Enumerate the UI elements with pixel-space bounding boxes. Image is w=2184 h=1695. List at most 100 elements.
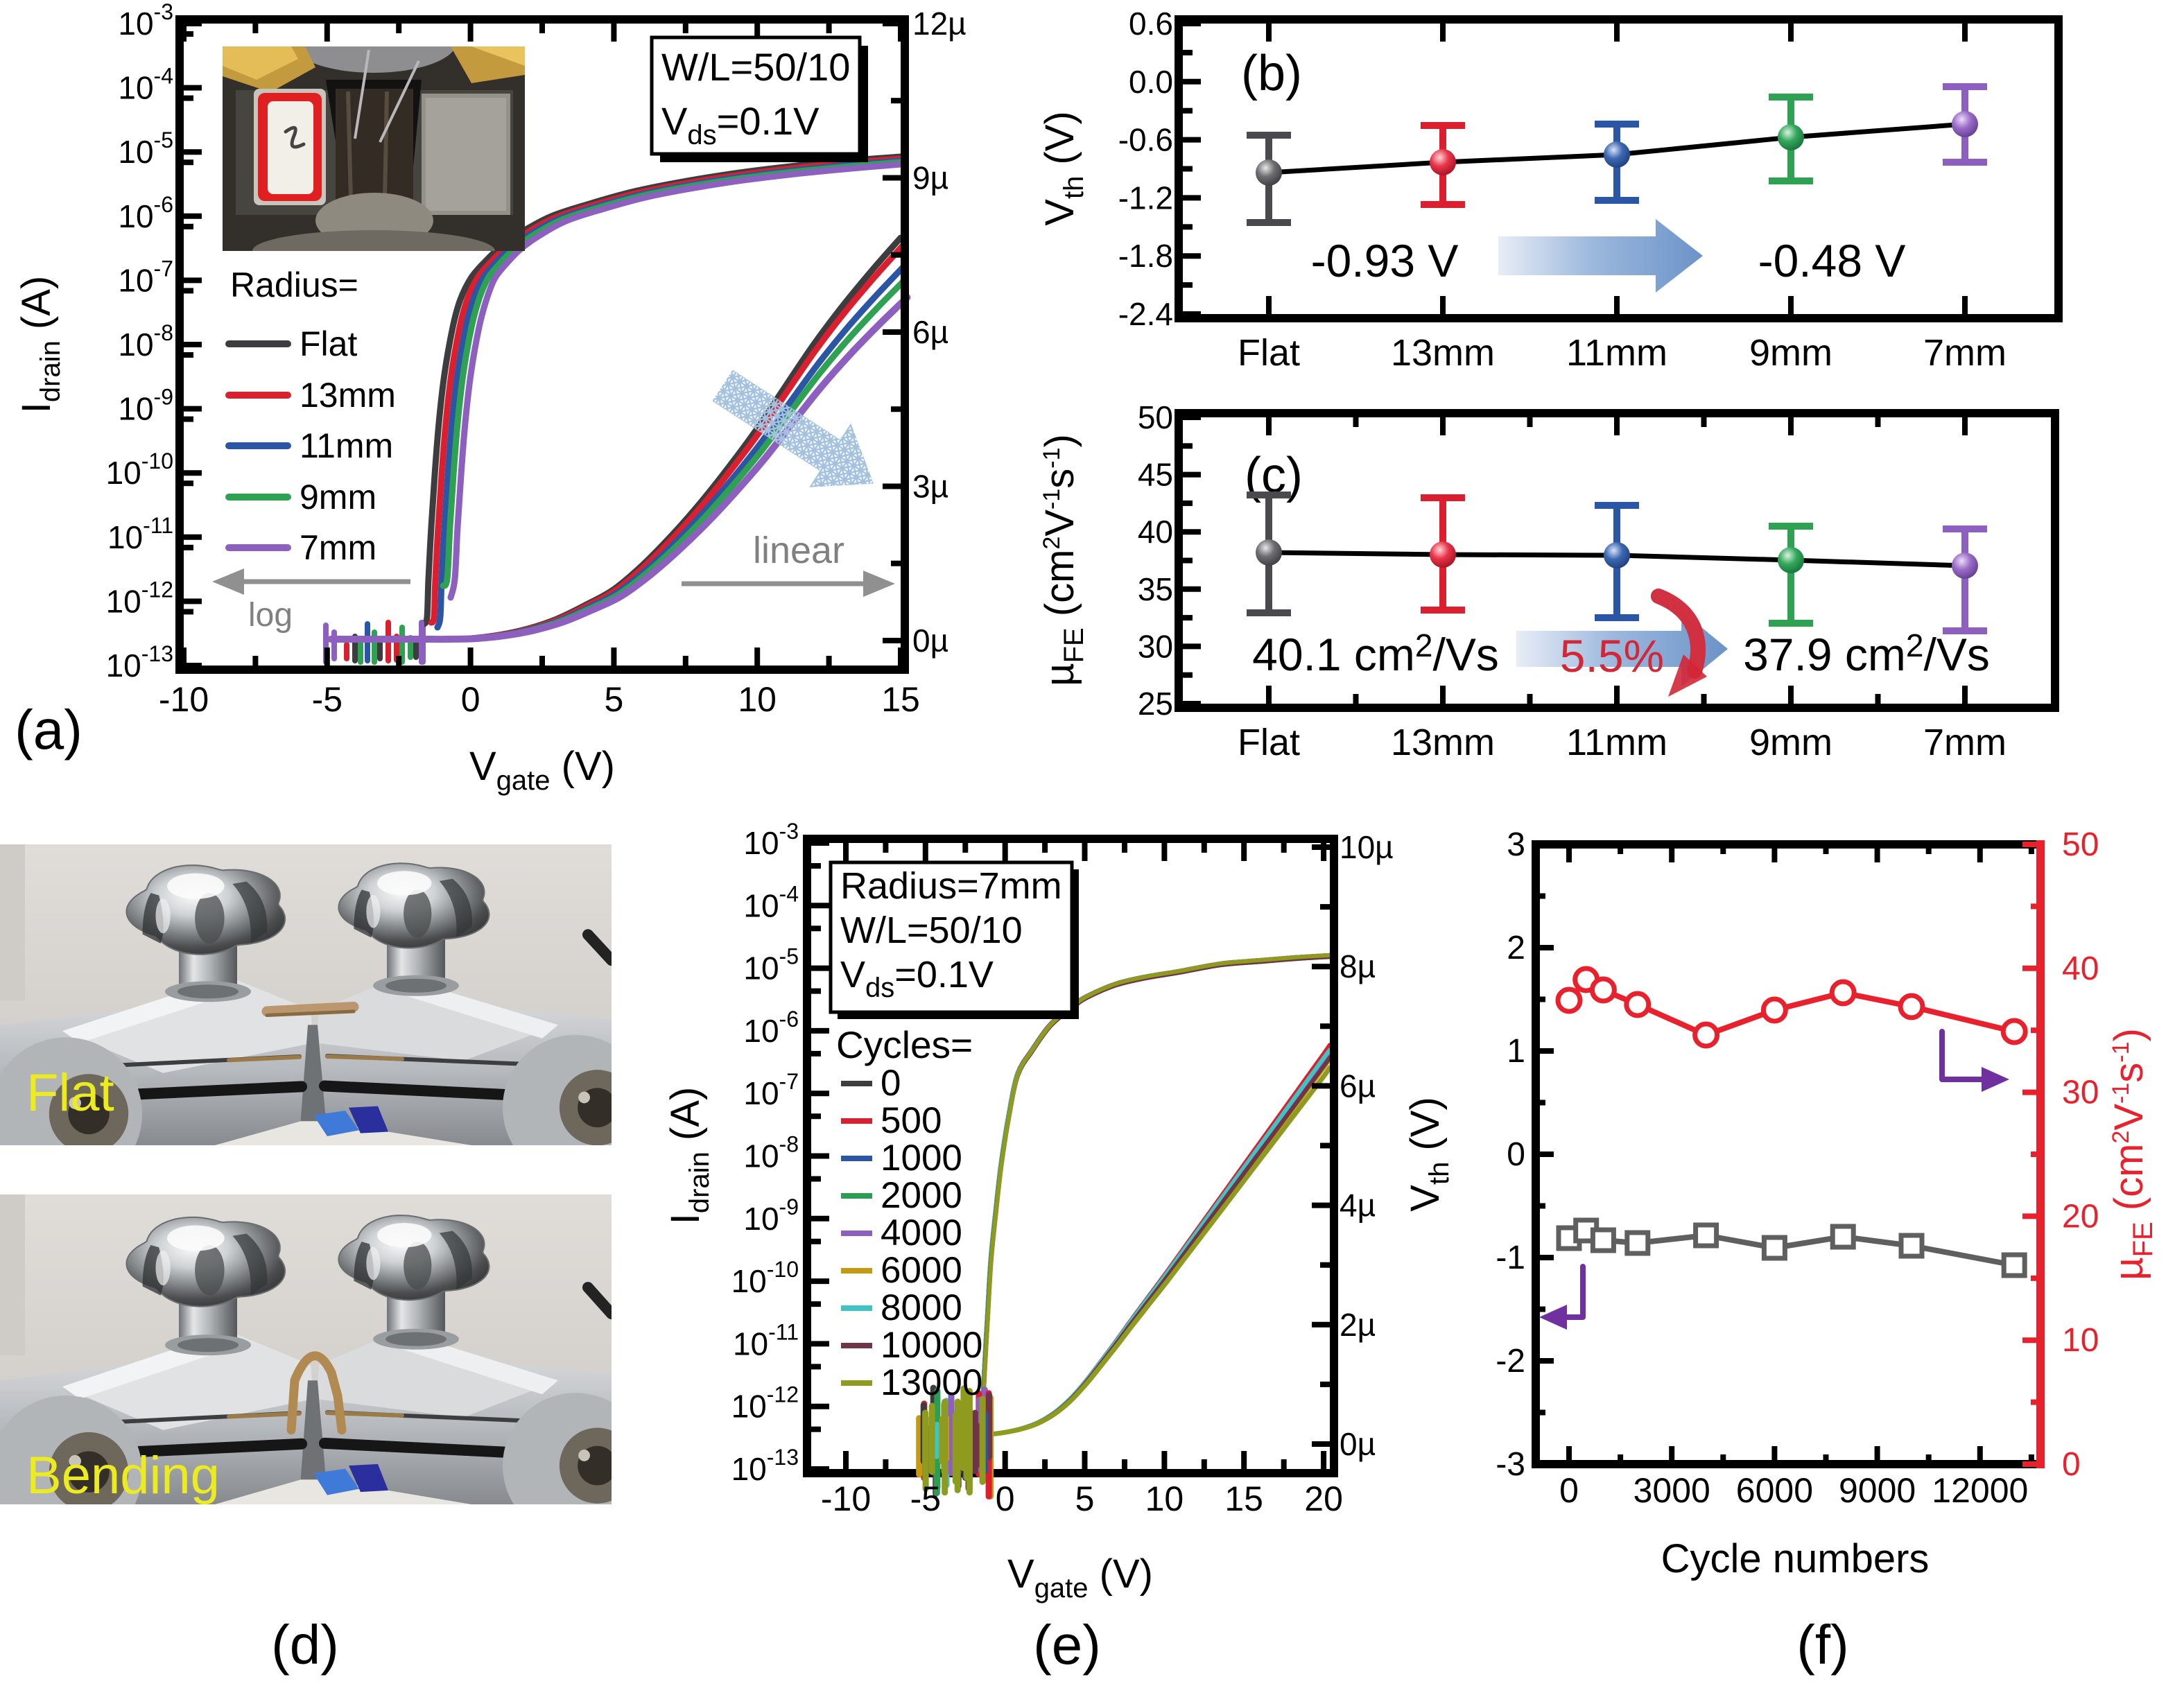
svg-text:-3: -3 <box>1496 1446 1525 1483</box>
svg-text:10: 10 <box>2062 1322 2099 1359</box>
svg-text:11mm: 11mm <box>300 426 393 465</box>
svg-text:7mm: 7mm <box>300 528 376 567</box>
svg-text:Flat: Flat <box>26 1063 114 1122</box>
svg-text:30: 30 <box>2062 1075 2099 1111</box>
svg-text:11mm: 11mm <box>1566 332 1667 374</box>
svg-text:25: 25 <box>1138 686 1173 722</box>
svg-text:(d): (d) <box>271 1614 339 1676</box>
svg-text:log: log <box>248 597 293 634</box>
svg-text:0µ: 0µ <box>1340 1426 1376 1462</box>
svg-text:0.0: 0.0 <box>1129 64 1173 100</box>
svg-text:-5: -5 <box>312 680 343 719</box>
svg-text:0: 0 <box>881 1063 901 1104</box>
svg-text:3µ: 3µ <box>912 469 948 505</box>
svg-text:(f): (f) <box>1796 1614 1849 1676</box>
svg-text:0: 0 <box>1559 1471 1579 1510</box>
svg-text:-0.48 V: -0.48 V <box>1758 235 1906 286</box>
svg-text:8000: 8000 <box>881 1287 962 1328</box>
svg-text:(b): (b) <box>1241 46 1302 101</box>
svg-text:linear: linear <box>753 530 844 571</box>
svg-text:40: 40 <box>1138 514 1173 550</box>
svg-text:6000: 6000 <box>881 1250 962 1291</box>
svg-text:45: 45 <box>1138 457 1173 493</box>
svg-text:20: 20 <box>2062 1198 2099 1235</box>
svg-text:0: 0 <box>461 680 480 719</box>
svg-text:500: 500 <box>881 1100 942 1141</box>
svg-text:5: 5 <box>604 680 623 719</box>
svg-text:0µ: 0µ <box>912 623 948 659</box>
svg-text:6µ: 6µ <box>912 314 948 350</box>
svg-text:13mm: 13mm <box>1391 332 1495 374</box>
svg-text:-0.93 V: -0.93 V <box>1311 235 1459 286</box>
svg-text:30: 30 <box>1138 628 1173 664</box>
svg-text:9mm: 9mm <box>1749 722 1832 763</box>
svg-text:Flat: Flat <box>300 324 357 363</box>
svg-text:-1.8: -1.8 <box>1118 238 1173 274</box>
svg-text:8µ: 8µ <box>1340 948 1376 984</box>
svg-text:Vds=0.1V: Vds=0.1V <box>661 99 820 150</box>
svg-text:-0.6: -0.6 <box>1118 122 1173 158</box>
svg-text:1: 1 <box>1507 1033 1525 1070</box>
svg-text:9000: 9000 <box>1839 1471 1916 1510</box>
svg-text:12µ: 12µ <box>912 6 967 42</box>
svg-text:2: 2 <box>1507 930 1525 966</box>
svg-text:-10: -10 <box>159 680 209 719</box>
svg-text:7mm: 7mm <box>1923 332 2007 374</box>
svg-text:-1.2: -1.2 <box>1118 180 1173 216</box>
svg-text:10-4: 10-4 <box>118 64 173 106</box>
svg-text:10-11: 10-11 <box>107 513 173 555</box>
svg-text:15: 15 <box>1224 1479 1263 1518</box>
svg-text:1000: 1000 <box>881 1138 962 1179</box>
svg-text:Vth (V): Vth (V) <box>1403 1097 1455 1211</box>
svg-text:9µ: 9µ <box>912 160 948 196</box>
svg-text:4000: 4000 <box>881 1212 962 1253</box>
svg-text:3000: 3000 <box>1633 1471 1710 1510</box>
svg-text:15: 15 <box>881 680 920 719</box>
svg-text:40: 40 <box>2062 950 2099 987</box>
svg-text:-2: -2 <box>1496 1343 1525 1380</box>
svg-text:2000: 2000 <box>881 1175 962 1216</box>
svg-text:Vds=0.1V: Vds=0.1V <box>840 954 994 1003</box>
svg-text:6µ: 6µ <box>1340 1068 1376 1104</box>
svg-text:Cycles=: Cycles= <box>836 1023 973 1066</box>
svg-text:37.9 cm2/Vs: 37.9 cm2/Vs <box>1743 627 1990 680</box>
svg-text:Radius=: Radius= <box>230 266 358 304</box>
svg-text:10-8: 10-8 <box>118 320 173 363</box>
svg-text:4µ: 4µ <box>1340 1188 1376 1224</box>
svg-text:10: 10 <box>1145 1479 1184 1518</box>
svg-text:5.5%: 5.5% <box>1560 630 1664 681</box>
svg-text:9mm: 9mm <box>300 478 376 516</box>
svg-text:-5: -5 <box>910 1479 941 1518</box>
svg-text:10µ: 10µ <box>1340 829 1394 865</box>
svg-text:35: 35 <box>1138 571 1173 607</box>
svg-text:40.1 cm2/Vs: 40.1 cm2/Vs <box>1252 627 1499 680</box>
svg-text:10-5: 10-5 <box>743 944 799 986</box>
svg-text:10-3: 10-3 <box>743 819 799 861</box>
svg-text:-10: -10 <box>821 1479 871 1518</box>
svg-text:50: 50 <box>1138 399 1173 435</box>
svg-text:Vth (V): Vth (V) <box>1037 111 1089 225</box>
svg-text:11mm: 11mm <box>1566 722 1667 763</box>
svg-text:Bending: Bending <box>26 1446 220 1505</box>
svg-text:(e): (e) <box>1033 1614 1101 1676</box>
svg-text:Radius=7mm: Radius=7mm <box>840 865 1062 907</box>
svg-text:5: 5 <box>1075 1479 1095 1518</box>
svg-text:9mm: 9mm <box>1749 332 1832 374</box>
svg-text:Flat: Flat <box>1238 332 1300 374</box>
svg-text:-2.4: -2.4 <box>1118 296 1173 332</box>
svg-text:2µ: 2µ <box>1340 1307 1376 1343</box>
svg-text:W/L=50/10: W/L=50/10 <box>840 910 1023 951</box>
svg-text:0: 0 <box>1507 1136 1525 1173</box>
svg-text:6000: 6000 <box>1736 1471 1813 1510</box>
svg-text:12000: 12000 <box>1932 1471 2028 1510</box>
svg-text:10000: 10000 <box>881 1325 982 1366</box>
svg-text:Flat: Flat <box>1238 722 1300 763</box>
svg-text:0.6: 0.6 <box>1129 6 1173 42</box>
svg-text:13mm: 13mm <box>300 376 396 415</box>
svg-text:10-6: 10-6 <box>118 192 173 234</box>
svg-text:10: 10 <box>738 680 777 719</box>
svg-text:13000: 13000 <box>881 1362 982 1403</box>
svg-text:20: 20 <box>1304 1479 1343 1518</box>
svg-text:(a): (a) <box>15 699 83 760</box>
svg-text:13mm: 13mm <box>1391 722 1495 763</box>
